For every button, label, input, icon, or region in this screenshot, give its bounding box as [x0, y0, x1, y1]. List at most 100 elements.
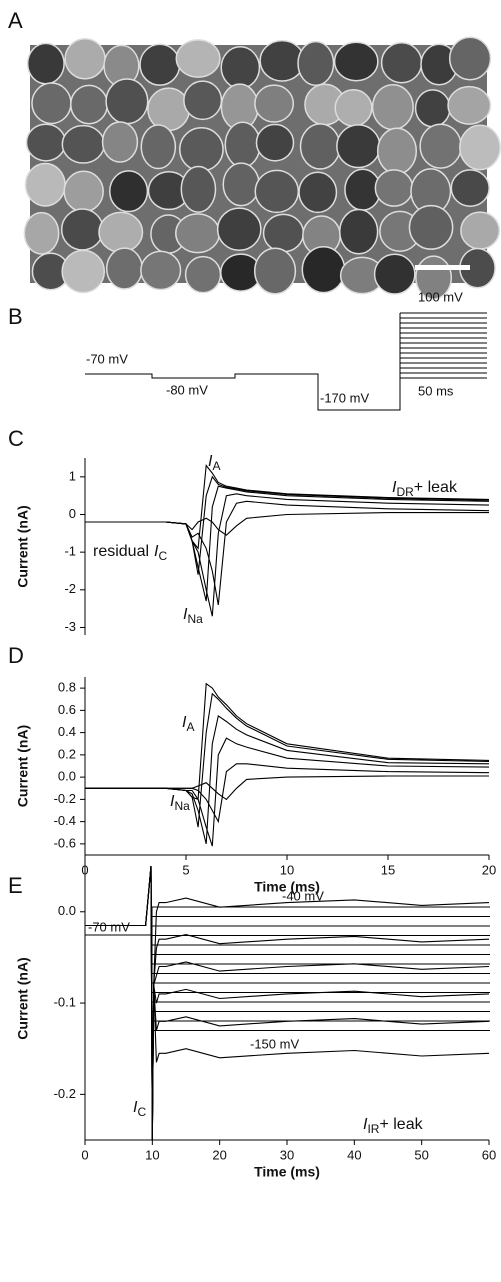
cell: [105, 247, 144, 290]
y-tick-label: 0: [69, 506, 76, 521]
y-tick-label: -0.2: [54, 791, 76, 806]
panel-label: D: [8, 643, 24, 668]
cell: [459, 124, 501, 171]
trace: [85, 682, 490, 801]
annotation-subscript: C: [137, 1105, 146, 1119]
x-tick-label: 5: [182, 862, 189, 877]
cell: [140, 124, 177, 170]
cell: [254, 84, 295, 123]
cell: [139, 43, 181, 86]
x-tick-label: 30: [280, 1147, 294, 1162]
cell: [262, 213, 305, 253]
y-tick-label: 0.2: [58, 746, 76, 761]
panel-label: B: [8, 304, 23, 329]
cell: [140, 250, 182, 291]
trace: [85, 866, 490, 1141]
panel-label: C: [8, 426, 24, 451]
cell: [179, 127, 224, 172]
panel-label: E: [8, 873, 23, 898]
protocol-label: 50 ms: [418, 383, 454, 398]
cell: [298, 171, 338, 214]
protocol-label: -40 mV: [282, 888, 324, 903]
annotation-subscript: A: [212, 459, 220, 473]
protocol-label: -170 mV: [320, 390, 369, 405]
protocol-b-trace: [85, 313, 401, 411]
cell: [31, 82, 72, 125]
cell: [108, 170, 149, 213]
trace: [85, 763, 490, 824]
cell: [419, 123, 462, 169]
cell: [64, 37, 106, 80]
y-axis-label: Current (nA): [15, 505, 31, 587]
y-axis-label: Current (nA): [15, 725, 31, 807]
protocol-b-steps: [400, 312, 487, 379]
cell: [414, 89, 451, 128]
annotation: IA: [208, 453, 220, 473]
x-tick-label: 0: [81, 1147, 88, 1162]
cell: [220, 46, 261, 90]
annotation-symbol: I: [183, 606, 188, 623]
cell: [175, 39, 221, 78]
y-axis-label: Current (nA): [15, 957, 31, 1039]
trace: [85, 714, 490, 845]
trace: [85, 692, 490, 828]
cell: [336, 124, 381, 169]
cell: [25, 123, 67, 162]
micrograph: [30, 45, 487, 283]
y-tick-label: 0.6: [58, 702, 76, 717]
protocol-label: -150 mV: [250, 1036, 299, 1051]
cell: [224, 121, 261, 168]
cell: [447, 85, 492, 125]
cell: [448, 36, 492, 81]
annotation-symbol: I: [363, 1116, 368, 1133]
cell: [69, 84, 109, 125]
cell: [299, 123, 341, 170]
annotation: INa: [183, 606, 203, 626]
x-tick-label: 10: [145, 1147, 159, 1162]
x-tick-label: 20: [212, 1147, 226, 1162]
trace: [85, 737, 490, 847]
x-tick-label: 60: [482, 1147, 496, 1162]
cell: [105, 78, 149, 125]
annotation-symbol: I: [154, 543, 159, 560]
y-tick-label: -0.6: [54, 835, 76, 850]
annotation: residual IC: [93, 543, 167, 563]
cell: [183, 80, 223, 121]
annotation-symbol: I: [133, 1099, 138, 1116]
annotation: IC: [133, 1099, 146, 1119]
cell: [24, 162, 66, 207]
cell: [408, 204, 454, 250]
x-tick-label: 10: [280, 862, 294, 877]
cell: [380, 41, 423, 84]
trace: [85, 775, 489, 801]
cell: [376, 127, 418, 175]
annotation-subscript: A: [186, 720, 194, 734]
annotation-prefix: residual: [93, 543, 149, 560]
annotation-symbol: I: [392, 479, 397, 496]
x-tick-label: 50: [414, 1147, 428, 1162]
cell: [371, 83, 414, 131]
cell: [175, 213, 221, 254]
protocol-label: 100 mV: [418, 289, 463, 304]
annotation-subscript: Na: [187, 612, 203, 626]
cell: [254, 169, 300, 214]
annotation-symbol: I: [182, 714, 187, 731]
cell: [297, 40, 335, 87]
x-tick-label: 15: [381, 862, 395, 877]
annotation: IDR+ leak: [392, 479, 458, 499]
y-tick-label: 0.0: [58, 903, 76, 918]
cell: [147, 87, 191, 132]
annotation-subscript: IR: [367, 1122, 379, 1136]
annotation-subscript: Na: [174, 799, 190, 813]
annotation-suffix: + leak: [379, 1116, 423, 1133]
cell: [333, 41, 379, 82]
cell: [222, 162, 260, 207]
cell: [61, 124, 105, 164]
protocol-e-steps: [152, 906, 490, 1031]
y-tick-label: 0.4: [58, 724, 76, 739]
cell: [374, 169, 414, 207]
cell: [61, 249, 106, 294]
trace: [85, 512, 489, 536]
trace: [85, 464, 490, 550]
